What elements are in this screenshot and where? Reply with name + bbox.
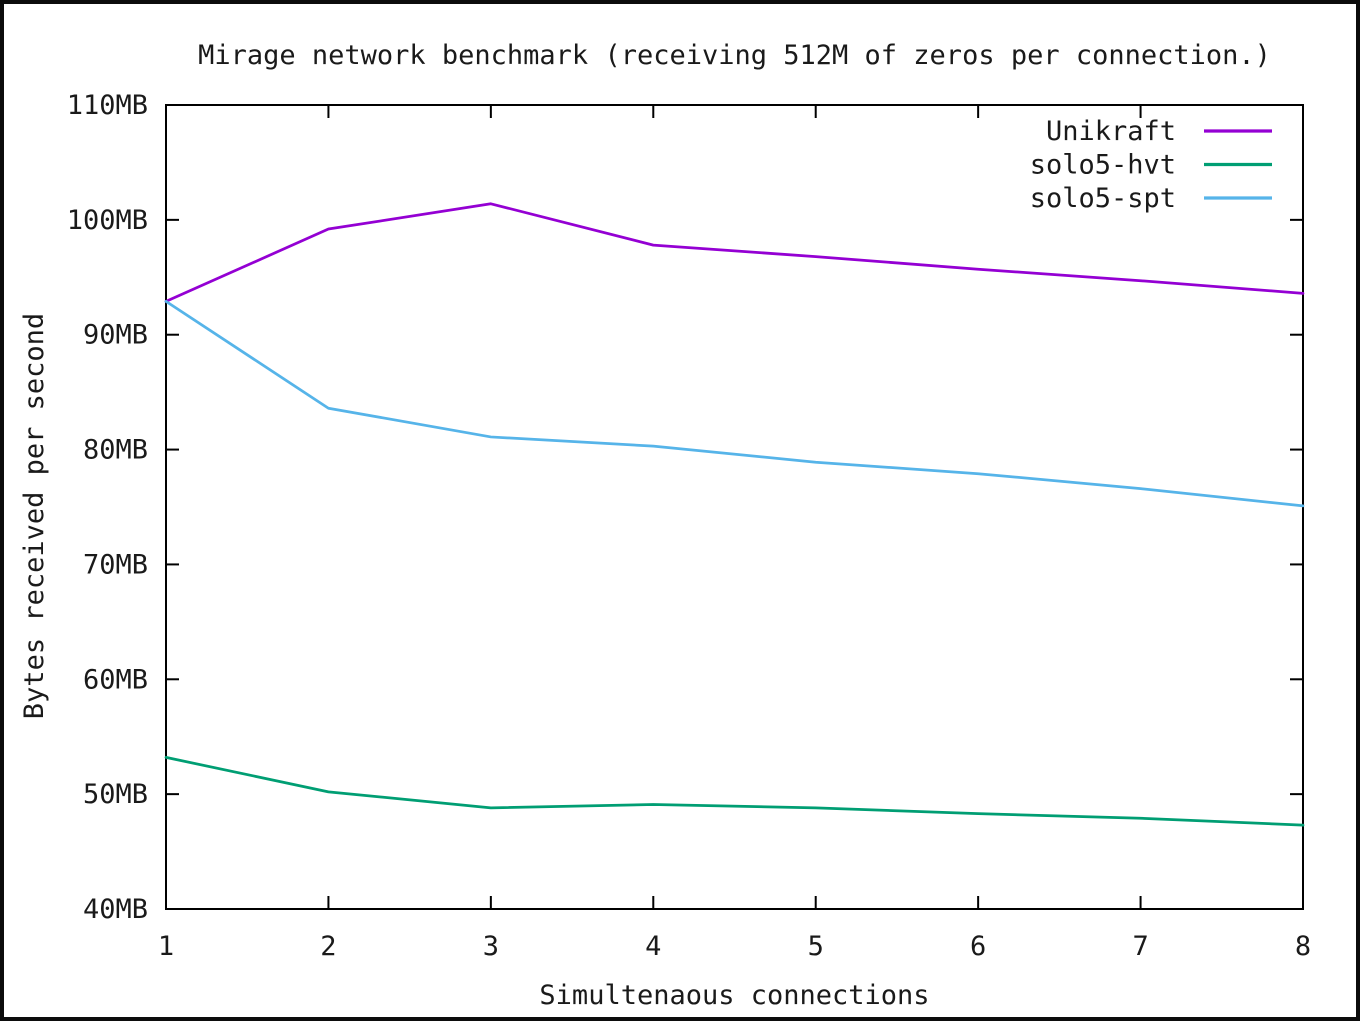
x-tick-label: 7 bbox=[1132, 931, 1148, 962]
plot-area: 1 2 3 4 5 6 7 8 40MB 50MB 60MB 70MB 80MB 90MB 100MB 110… bbox=[67, 90, 1311, 962]
x-tick-label: 4 bbox=[645, 931, 661, 962]
x-tick-label: 8 bbox=[1295, 931, 1311, 962]
legend-label-solo5-hvt: solo5-hvt bbox=[1030, 150, 1176, 181]
legend-label-solo5-spt: solo5-spt bbox=[1030, 183, 1176, 214]
y-tick-label: 50MB bbox=[83, 779, 148, 810]
plot-border bbox=[165, 104, 1304, 910]
legend-label-unikraft: Unikraft bbox=[1046, 116, 1176, 147]
y-tick-label: 110MB bbox=[67, 90, 148, 121]
series-line-unikraft bbox=[164, 202, 1305, 303]
x-tick-label: 2 bbox=[320, 931, 336, 962]
chart-title: Mirage network benchmark (receiving 512M… bbox=[198, 40, 1271, 71]
x-tick-label: 1 bbox=[158, 931, 174, 962]
y-tick-label: 60MB bbox=[83, 664, 148, 695]
y-tick-label: 100MB bbox=[67, 205, 148, 236]
y-tick-label: 90MB bbox=[83, 320, 148, 351]
x-tick-label: 3 bbox=[483, 931, 499, 962]
y-tick-label: 70MB bbox=[83, 549, 148, 580]
x-axis-title: Simultenaous connections bbox=[539, 980, 930, 1011]
series-line-solo5-hvt bbox=[164, 756, 1305, 827]
y-tick-label: 80MB bbox=[83, 435, 148, 466]
series-line-solo5-spt bbox=[164, 300, 1305, 508]
x-tick-label: 5 bbox=[808, 931, 824, 962]
y-tick-label: 40MB bbox=[83, 894, 148, 925]
x-tick-label: 6 bbox=[970, 931, 986, 962]
